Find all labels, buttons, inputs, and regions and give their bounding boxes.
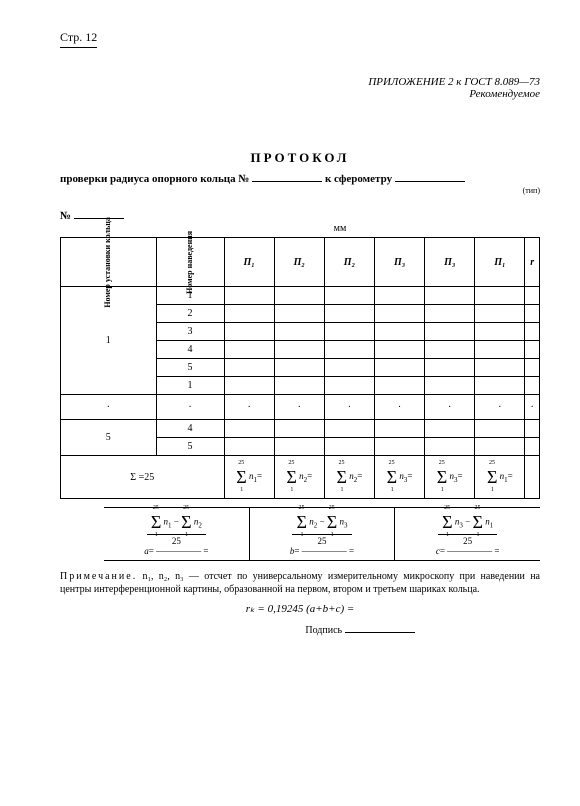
note-lead: Примечание. — [60, 571, 137, 582]
sum-cell: Σ n3= — [375, 456, 425, 499]
formula: rₖ = 0,19245 (a+b+c) = — [60, 602, 540, 615]
blank-ring-no — [252, 170, 322, 182]
table-row: 5 4 — [61, 420, 540, 438]
blank-no — [74, 207, 124, 219]
table-row: 1 1 — [61, 287, 540, 305]
appendix-sub: Рекомендуемое — [60, 88, 540, 100]
sum-cell: Σ n1= — [475, 456, 525, 499]
col-n3b: П₃ — [425, 238, 475, 287]
col-n1: П₁ — [224, 238, 274, 287]
table-header-row: Номер установки кольца Номер наведения П… — [61, 238, 540, 287]
form-line-1: проверки радиуса опорного кольца № к сфе… — [60, 170, 540, 185]
calc-cell-b: Σ n2 − Σ n3 25 b= ————— = — [250, 508, 396, 560]
col-n2a: П₂ — [274, 238, 324, 287]
no-label: № — [60, 210, 71, 222]
col-install: Номер установки кольца — [61, 238, 157, 287]
group-5-label: 5 — [61, 420, 157, 456]
aim-cell: 3 — [156, 323, 224, 341]
calc-row: Σ n1 − Σ n2 25 a= ————— = Σ n2 − Σ n3 25… — [104, 507, 540, 561]
calc-cell-c: Σ n3 − Σ n1 25 c= ————— = — [395, 508, 540, 560]
col-aim: Номер наведения — [156, 238, 224, 287]
sum-cell: Σ n3= — [425, 456, 475, 499]
ellipsis-row: ········· — [61, 395, 540, 420]
tip-label: (тип) — [60, 186, 540, 195]
sum-cell: Σ n2= — [324, 456, 374, 499]
sum-cell: Σ n1= — [224, 456, 274, 499]
check-label-2: к сферометру — [325, 173, 392, 185]
sum-label: Σ =25 — [61, 456, 225, 499]
sum-cell: Σ n2= — [274, 456, 324, 499]
unit-row: мм — [60, 223, 540, 234]
col-n3a: П₃ — [375, 238, 425, 287]
signature-label: Подпись — [305, 625, 342, 636]
page-number: Стр. 12 — [60, 30, 97, 48]
col-r: r — [525, 238, 540, 287]
calc-cell-a: Σ n1 − Σ n2 25 a= ————— = — [104, 508, 250, 560]
note-block: Примечание. n₁, n₂, n₃ — отсчет по униве… — [60, 571, 540, 596]
aim-cell: 4 — [156, 420, 224, 438]
blank-signature — [345, 621, 415, 633]
signature-row: Подпись — [60, 621, 540, 636]
blank-sphero — [395, 170, 465, 182]
check-label-1: проверки радиуса опорного кольца № — [60, 173, 249, 185]
appendix-block: ПРИЛОЖЕНИЕ 2 к ГОСТ 8.089—73 Рекомендуем… — [60, 76, 540, 100]
form-no-line: № — [60, 207, 540, 222]
aim-cell: 5 — [156, 359, 224, 377]
aim-cell: 2 — [156, 305, 224, 323]
col-n2b: П₂ — [324, 238, 374, 287]
measurement-table: Номер установки кольца Номер наведения П… — [60, 237, 540, 499]
col-n1b: П₁ — [475, 238, 525, 287]
doc-title: ПРОТОКОЛ — [60, 150, 540, 166]
appendix-line: ПРИЛОЖЕНИЕ 2 к ГОСТ 8.089—73 — [60, 76, 540, 88]
aim-cell: 4 — [156, 341, 224, 359]
sum-row: Σ =25 Σ n1= Σ n2= Σ n2= Σ n3= Σ n3= Σ n1… — [61, 456, 540, 499]
aim-cell: 1 — [156, 377, 224, 395]
aim-cell: 5 — [156, 438, 224, 456]
